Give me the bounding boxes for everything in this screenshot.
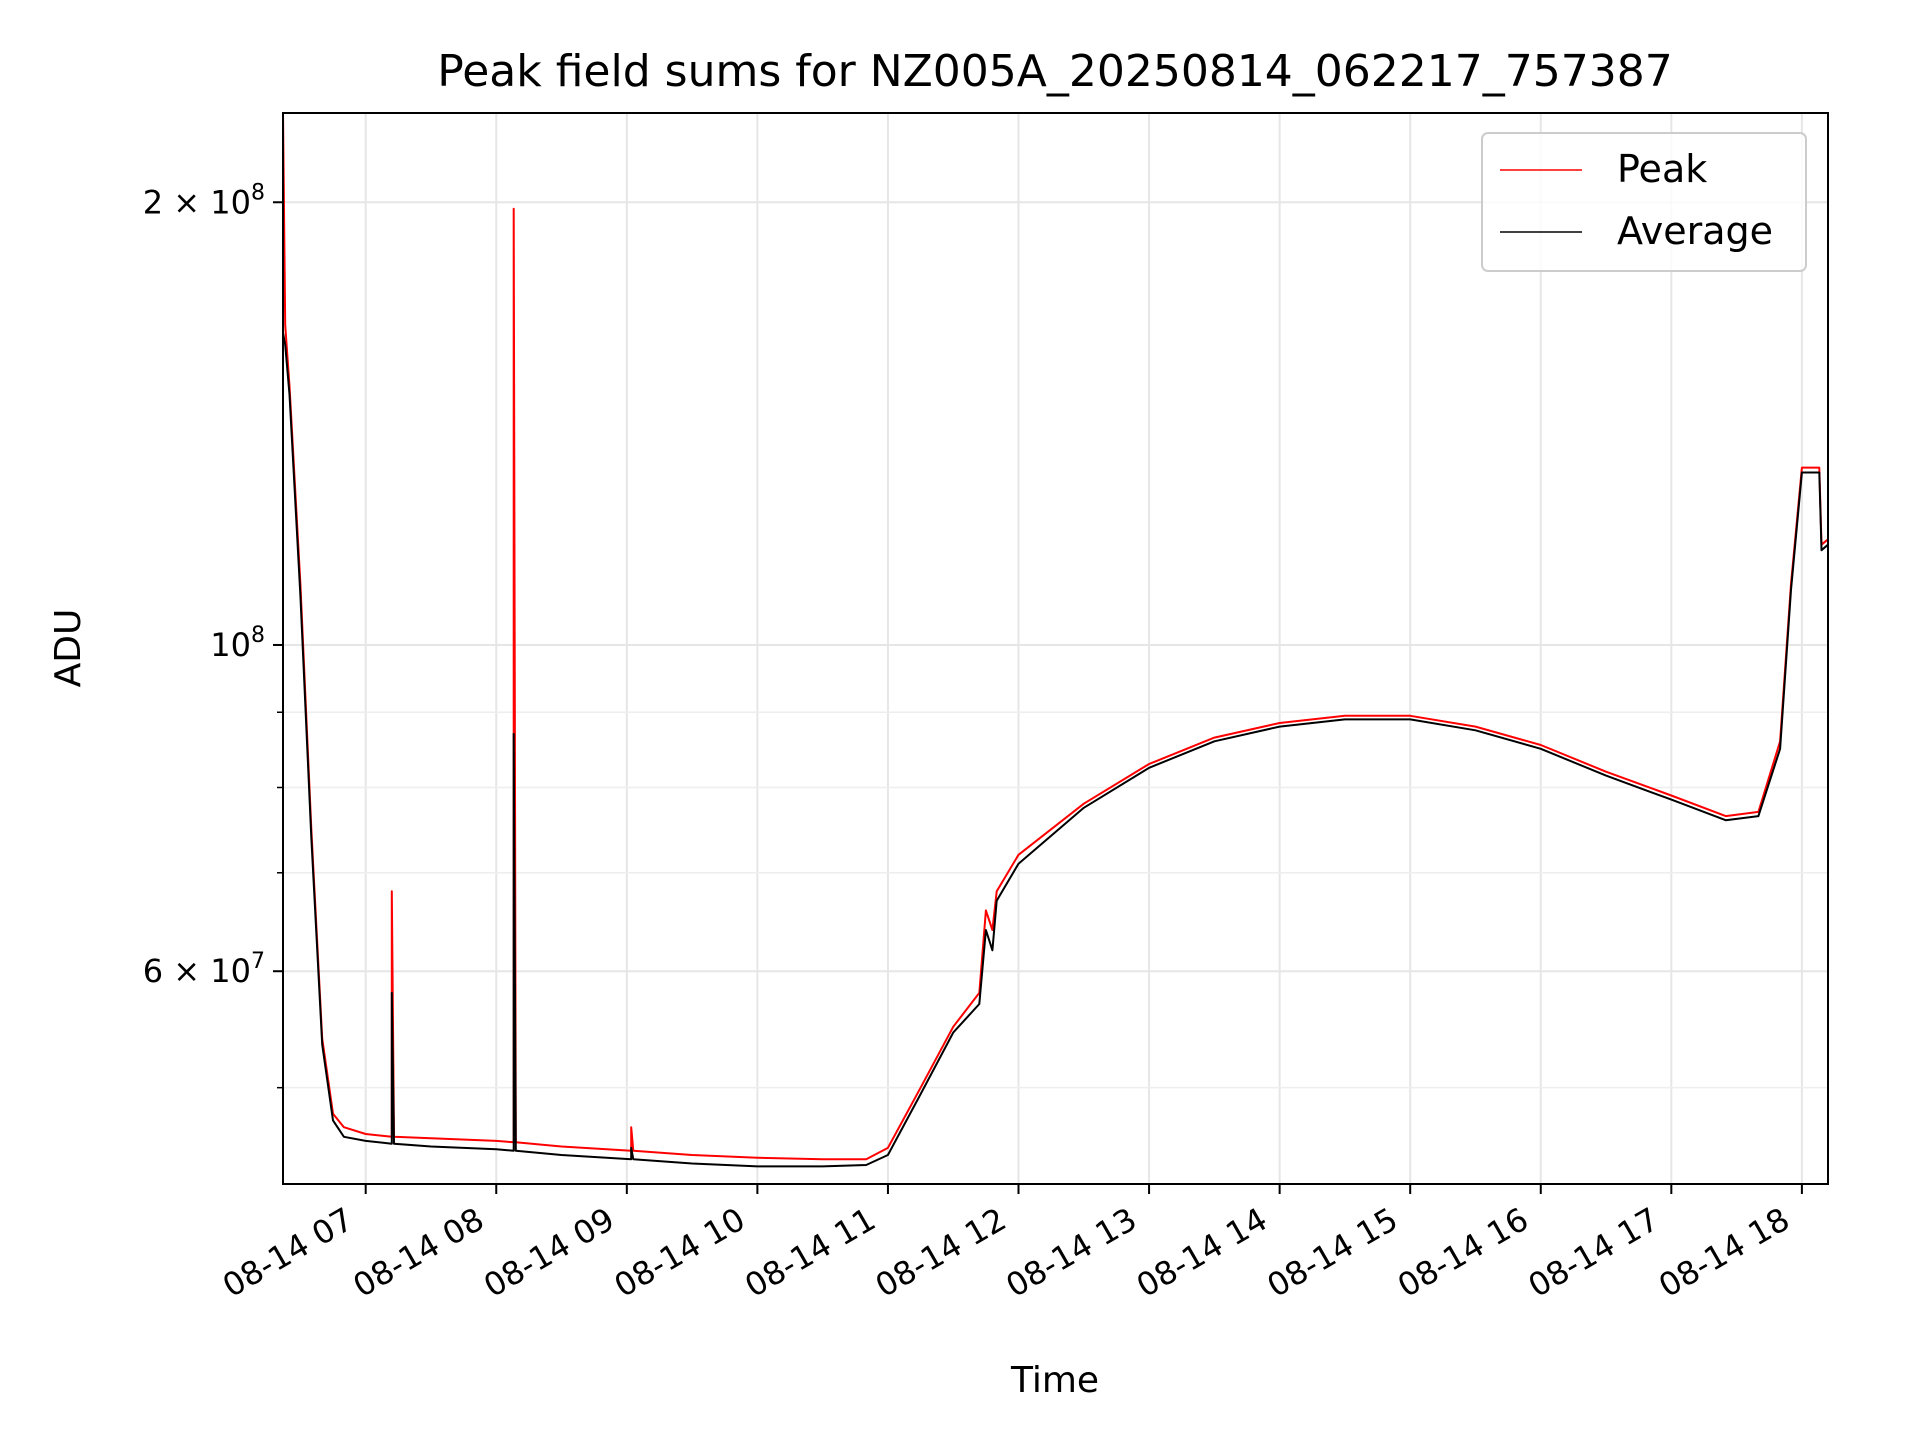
y-axis: 2 × 108 108 6 × 107 [143,180,283,1089]
y-tick-label: 108 [210,623,265,664]
x-axis-label: Time [1010,1360,1099,1401]
plot-frame [282,112,1829,1185]
legend-label-average: Average [1617,209,1773,253]
chart-title: Peak field sums for NZ005A_20250814_0622… [437,46,1672,97]
grid [283,113,1828,1184]
series-line-peak [282,112,1829,1161]
series-layer [282,112,1829,1168]
y-tick-label: 2 × 108 [143,180,265,221]
legend: Peak Average [1481,132,1807,272]
legend-box [1481,132,1807,272]
y-axis-label: ADU [48,609,89,688]
legend-label-peak: Peak [1617,147,1707,191]
series-line-average [282,332,1829,1168]
y-tick-label: 6 × 107 [143,949,265,990]
